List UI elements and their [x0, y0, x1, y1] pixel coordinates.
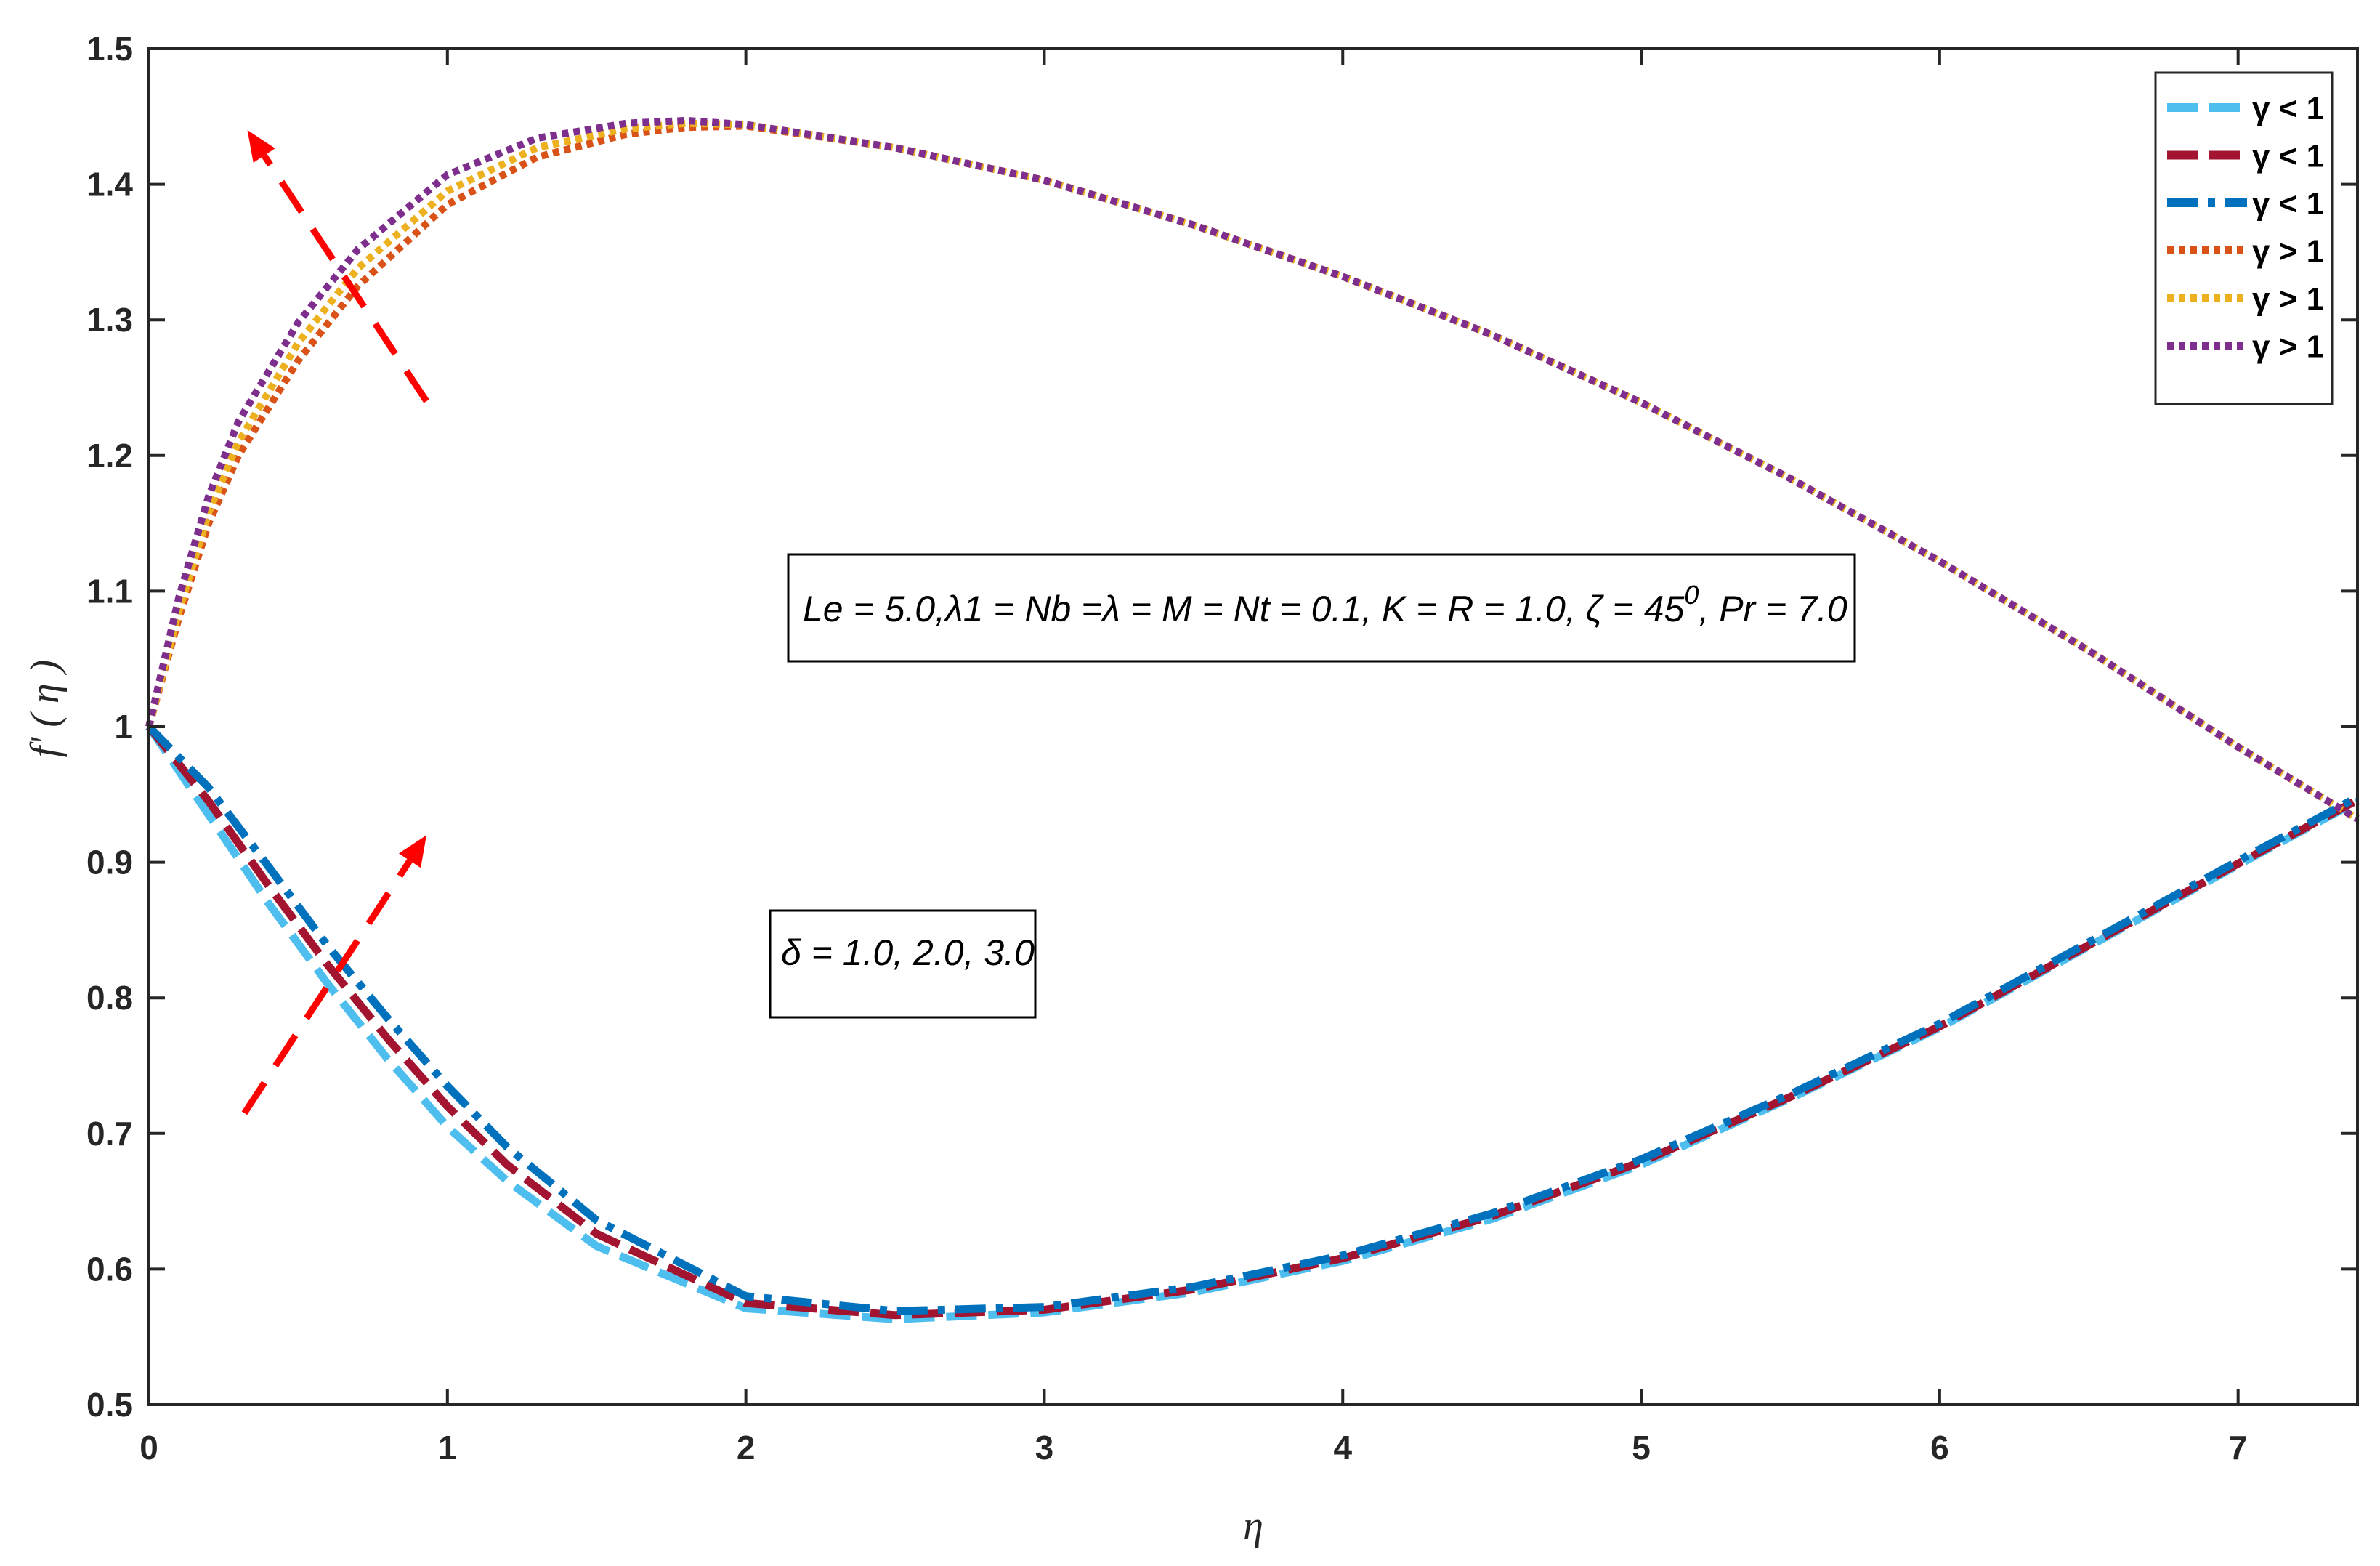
x-tick-label: 2: [737, 1429, 756, 1466]
y-tick-label: 1.3: [86, 301, 133, 339]
parameters-annotation-text: Le = 5.0,λ1 = Nb =λ = M = Nt = 0.1, K = …: [803, 580, 1847, 629]
legend-box: [2154, 71, 2334, 405]
delta-annotation-box: [769, 909, 1037, 1019]
parameters-annotation-box: [787, 553, 1856, 663]
x-tick-label: 0: [139, 1429, 158, 1466]
series-line-3: [146, 724, 2360, 1315]
y-tick-label: 0.6: [86, 1250, 133, 1288]
y-tick-label: 0.8: [86, 979, 133, 1017]
y-tick-label: 0.7: [86, 1115, 133, 1153]
y-tick-label: 1.2: [86, 437, 133, 475]
arrow-layer: [241, 129, 429, 1115]
arrow-lower-shaft: [241, 858, 413, 1115]
x-tick-label: 3: [1035, 1429, 1054, 1466]
x-tick-label: 6: [1930, 1429, 1949, 1466]
delta-annotation-text: δ = 1.0, 2.0, 3.0: [781, 932, 1035, 973]
parameters-annotation: Le = 5.0,λ1 = Nb =λ = M = Nt = 0.1, K = …: [787, 553, 1856, 663]
y-tick-label: 1.4: [86, 166, 133, 203]
legend: γ < 1 γ < 1 γ < 1 γ > 1 γ > 1 γ > 1: [2154, 71, 2334, 405]
x-tick-label: 7: [2229, 1429, 2248, 1466]
arrow-upper-head: [247, 129, 275, 163]
arrow-lower-head: [398, 835, 427, 868]
legend-label-5: γ > 1: [2252, 281, 2324, 317]
series-line-6: [145, 116, 2360, 823]
y-axis-label: f' ( η ): [23, 660, 68, 758]
tick-layer: 0 1 2 3 4 5 6 7 0.5 0.6 0.7 0.8 0.9 1 1.1 1.2 1.3 1.4 1.5: [86, 30, 2357, 1466]
legend-label-1: γ < 1: [2252, 91, 2324, 126]
x-tick-label: 4: [1333, 1429, 1352, 1466]
legend-label-4: γ > 1: [2252, 234, 2324, 270]
legend-label-6: γ > 1: [2252, 329, 2324, 365]
arrow-upper: [247, 129, 429, 403]
delta-annotation: δ = 1.0, 2.0, 3.0: [769, 909, 1037, 1019]
x-tick-label: 5: [1632, 1429, 1651, 1466]
x-axis-label: η: [1243, 1504, 1263, 1549]
y-tick-label: 1: [114, 708, 133, 746]
legend-label-2: γ < 1: [2252, 139, 2324, 174]
x-tick-label: 1: [438, 1429, 457, 1466]
y-tick-label: 1.5: [86, 30, 133, 68]
y-tick-label: 0.9: [86, 844, 133, 881]
y-tick-label: 0.5: [86, 1386, 133, 1424]
arrow-lower: [241, 835, 427, 1115]
arrow-upper-shaft: [261, 153, 429, 403]
series-layer: [145, 116, 2360, 1323]
legend-label-3: γ < 1: [2252, 186, 2324, 222]
y-tick-label: 1.1: [86, 572, 133, 610]
